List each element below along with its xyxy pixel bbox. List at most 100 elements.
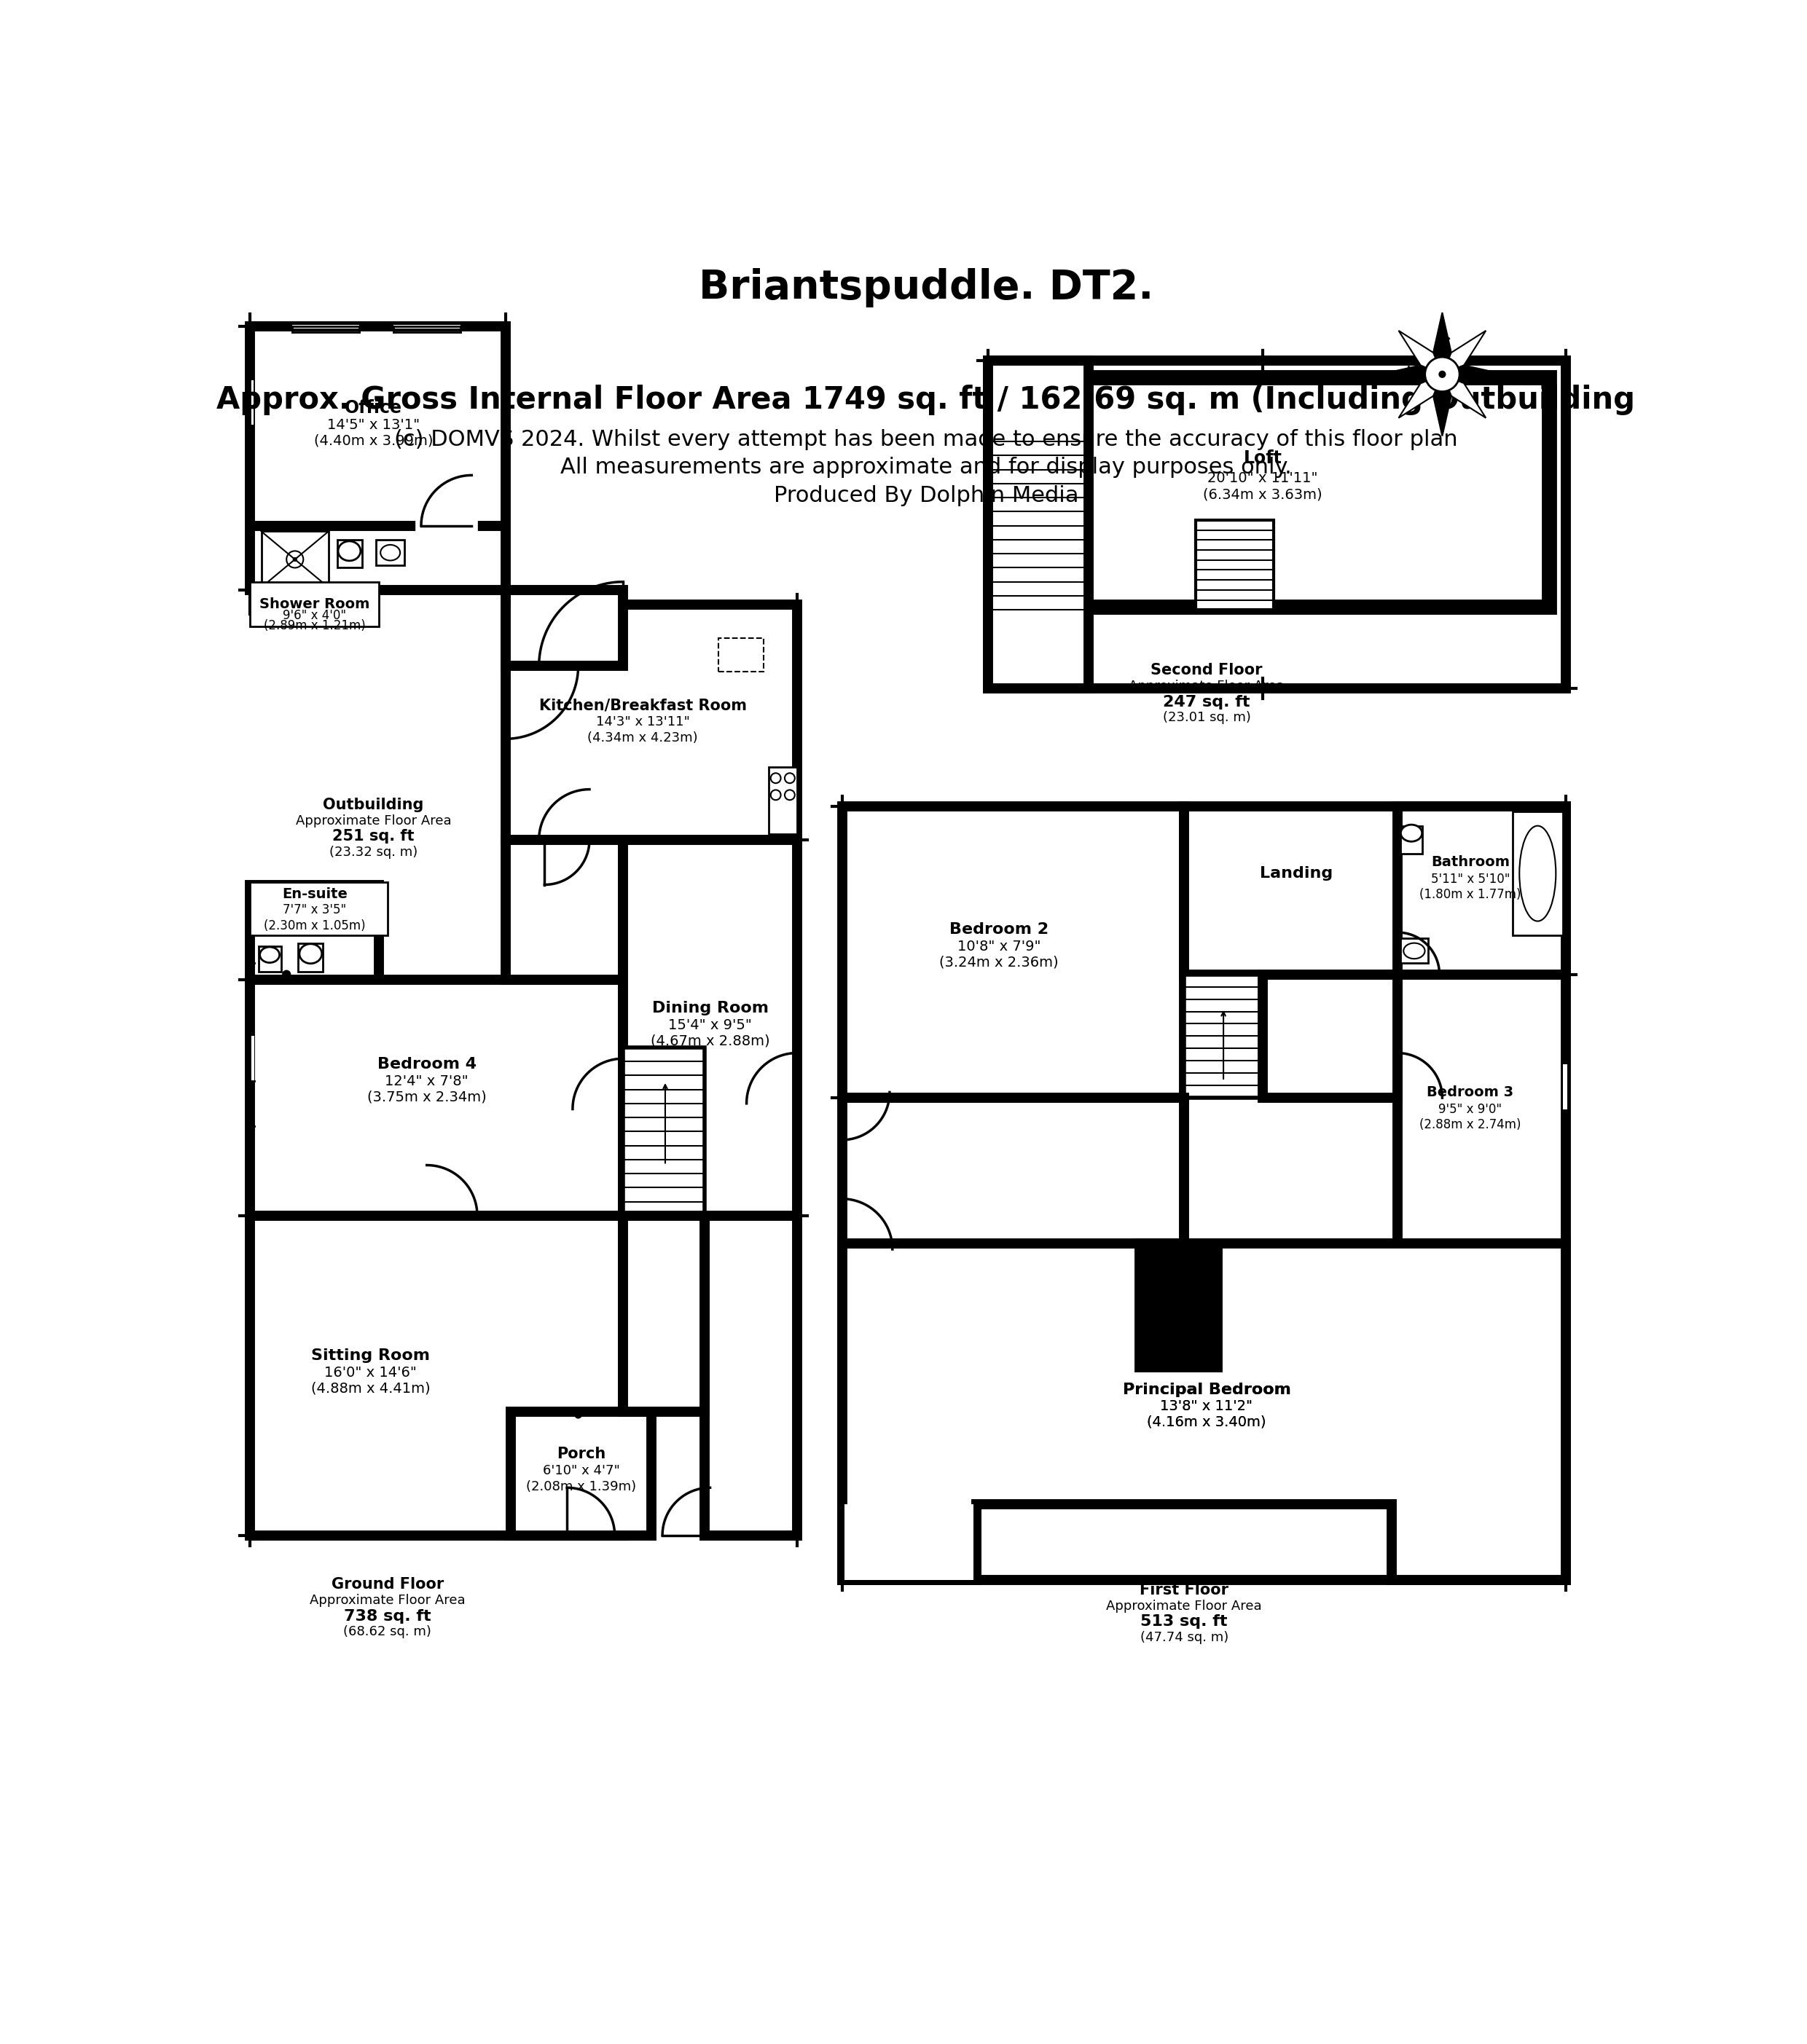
Text: Bedroom 2: Bedroom 2 [949,922,1048,936]
Ellipse shape [1400,824,1422,842]
Bar [293,325,360,329]
Text: Sitting Room: Sitting Room [311,1349,430,1363]
Text: First Floor: First Floor [1140,1582,1229,1598]
Bar [258,946,280,971]
Text: Bedroom 4: Bedroom 4 [378,1057,477,1071]
Text: (6.34m x 3.63m): (6.34m x 3.63m) [1203,489,1323,501]
Bar [506,591,623,666]
Bar [394,325,461,329]
Bar [249,327,506,591]
Bar [511,1412,651,1535]
Ellipse shape [300,944,322,963]
Bar [506,605,797,840]
Text: Principal Bedroom: Principal Bedroom [1122,1382,1290,1396]
Text: (4.88m x 4.41m): (4.88m x 4.41m) [311,1382,430,1396]
Text: 10'8" x 7'9": 10'8" x 7'9" [958,940,1041,953]
Bar [1397,975,1565,1243]
Text: S: S [1435,401,1451,417]
Bar [1184,805,1565,975]
Text: 14'3" x 13'11": 14'3" x 13'11" [596,715,690,728]
Text: (3.24m x 2.36m): (3.24m x 2.36m) [940,955,1059,969]
Bar [249,885,379,979]
Bar [705,1216,797,1535]
Text: Approx. Gross Internal Floor Area 1749 sq. ft / 162.69 sq. m (Including Outbuild: Approx. Gross Internal Floor Area 1749 s… [217,384,1635,415]
Bar [1400,938,1428,963]
Polygon shape [1399,331,1442,374]
Circle shape [282,971,291,979]
Bar [1196,519,1274,609]
Bar [842,1504,976,1580]
Text: (23.32 sq. m): (23.32 sq. m) [329,846,417,858]
Text: Principal Bedroom: Principal Bedroom [1122,1382,1290,1396]
Text: (4.34m x 4.23m): (4.34m x 4.23m) [587,732,698,744]
Bar [988,360,1565,689]
Text: Kitchen/Breakfast Room: Kitchen/Breakfast Room [538,697,746,713]
Text: 7'7" x 3'5": 7'7" x 3'5" [282,903,347,916]
Text: (1.80m x 1.77m): (1.80m x 1.77m) [1420,889,1521,901]
Text: Loft: Loft [1243,450,1281,468]
Bar [249,979,623,1216]
Text: E: E [1469,366,1484,382]
Bar [988,360,1090,689]
Text: Produced By Dolphin Media: Produced By Dolphin Media [773,484,1079,507]
Text: Dining Room: Dining Room [652,1002,768,1016]
Text: Approximate Floor Area: Approximate Floor Area [1129,679,1285,693]
Polygon shape [1399,374,1442,417]
Text: (2.08m x 1.39m): (2.08m x 1.39m) [526,1480,636,1492]
Bar [336,540,361,568]
Text: 13'8" x 11'2": 13'8" x 11'2" [1160,1400,1252,1412]
Text: (2.30m x 1.05m): (2.30m x 1.05m) [264,920,365,932]
Text: Shower Room: Shower Room [260,597,370,611]
Text: (4.16m x 3.40m): (4.16m x 3.40m) [1147,1414,1267,1429]
Text: 9'5" x 9'0": 9'5" x 9'0" [1438,1102,1502,1116]
Text: W: W [1399,364,1418,384]
Text: 5'11" x 5'10": 5'11" x 5'10" [1431,873,1511,885]
Text: 6'10" x 4'7": 6'10" x 4'7" [542,1464,620,1478]
Text: 738 sq. ft: 738 sq. ft [343,1609,432,1623]
Text: 20'10" x 11'11": 20'10" x 11'11" [1207,470,1317,484]
Ellipse shape [338,542,361,560]
Text: Ground Floor: Ground Floor [331,1578,445,1592]
Text: 9'6" x 4'0": 9'6" x 4'0" [284,609,347,621]
Text: Approximate Floor Area: Approximate Floor Area [309,1594,466,1607]
Bar [623,840,797,1216]
Ellipse shape [1520,826,1556,922]
Text: 14'5" x 13'1": 14'5" x 13'1" [327,417,419,431]
Bar [249,881,387,936]
Text: (47.74 sq. m): (47.74 sq. m) [1140,1631,1229,1643]
Bar [1397,805,1565,975]
Bar [844,1504,974,1580]
Text: 13'8" x 11'2": 13'8" x 11'2" [1160,1400,1252,1412]
Bar [249,380,253,425]
Bar [1138,1243,1218,1367]
Text: Office: Office [345,399,403,417]
Bar [262,531,329,587]
Bar [842,805,1184,1098]
Bar [1263,975,1397,1098]
Polygon shape [1433,374,1451,435]
Text: (2.88m x 2.74m): (2.88m x 2.74m) [1420,1118,1521,1130]
Polygon shape [1442,374,1485,417]
Bar [719,638,763,672]
Bar [249,1216,623,1535]
Text: Outbuilding: Outbuilding [323,797,425,811]
Polygon shape [1442,331,1485,374]
Bar [623,1216,705,1412]
Circle shape [575,1410,582,1419]
Text: Bedroom 3: Bedroom 3 [1428,1085,1514,1100]
Text: (23.01 sq. m): (23.01 sq. m) [1162,711,1250,724]
Bar [842,1243,1565,1580]
Text: All measurements are approximate and for display purposes only.: All measurements are approximate and for… [560,456,1292,478]
Text: 251 sq. ft: 251 sq. ft [332,830,414,844]
Bar [249,1036,255,1081]
Text: (c) DOMVS 2024. Whilst every attempt has been made to ensure the accuracy of thi: (c) DOMVS 2024. Whilst every attempt has… [394,429,1458,450]
Text: Approximate Floor Area: Approximate Floor Area [296,814,452,828]
Polygon shape [1433,313,1451,374]
Polygon shape [842,1243,1565,1580]
Polygon shape [1442,366,1503,384]
Bar [842,1098,1184,1243]
Bar [1010,376,1549,607]
Bar [1512,811,1563,936]
Bar [376,540,405,564]
Text: Porch: Porch [557,1447,605,1461]
